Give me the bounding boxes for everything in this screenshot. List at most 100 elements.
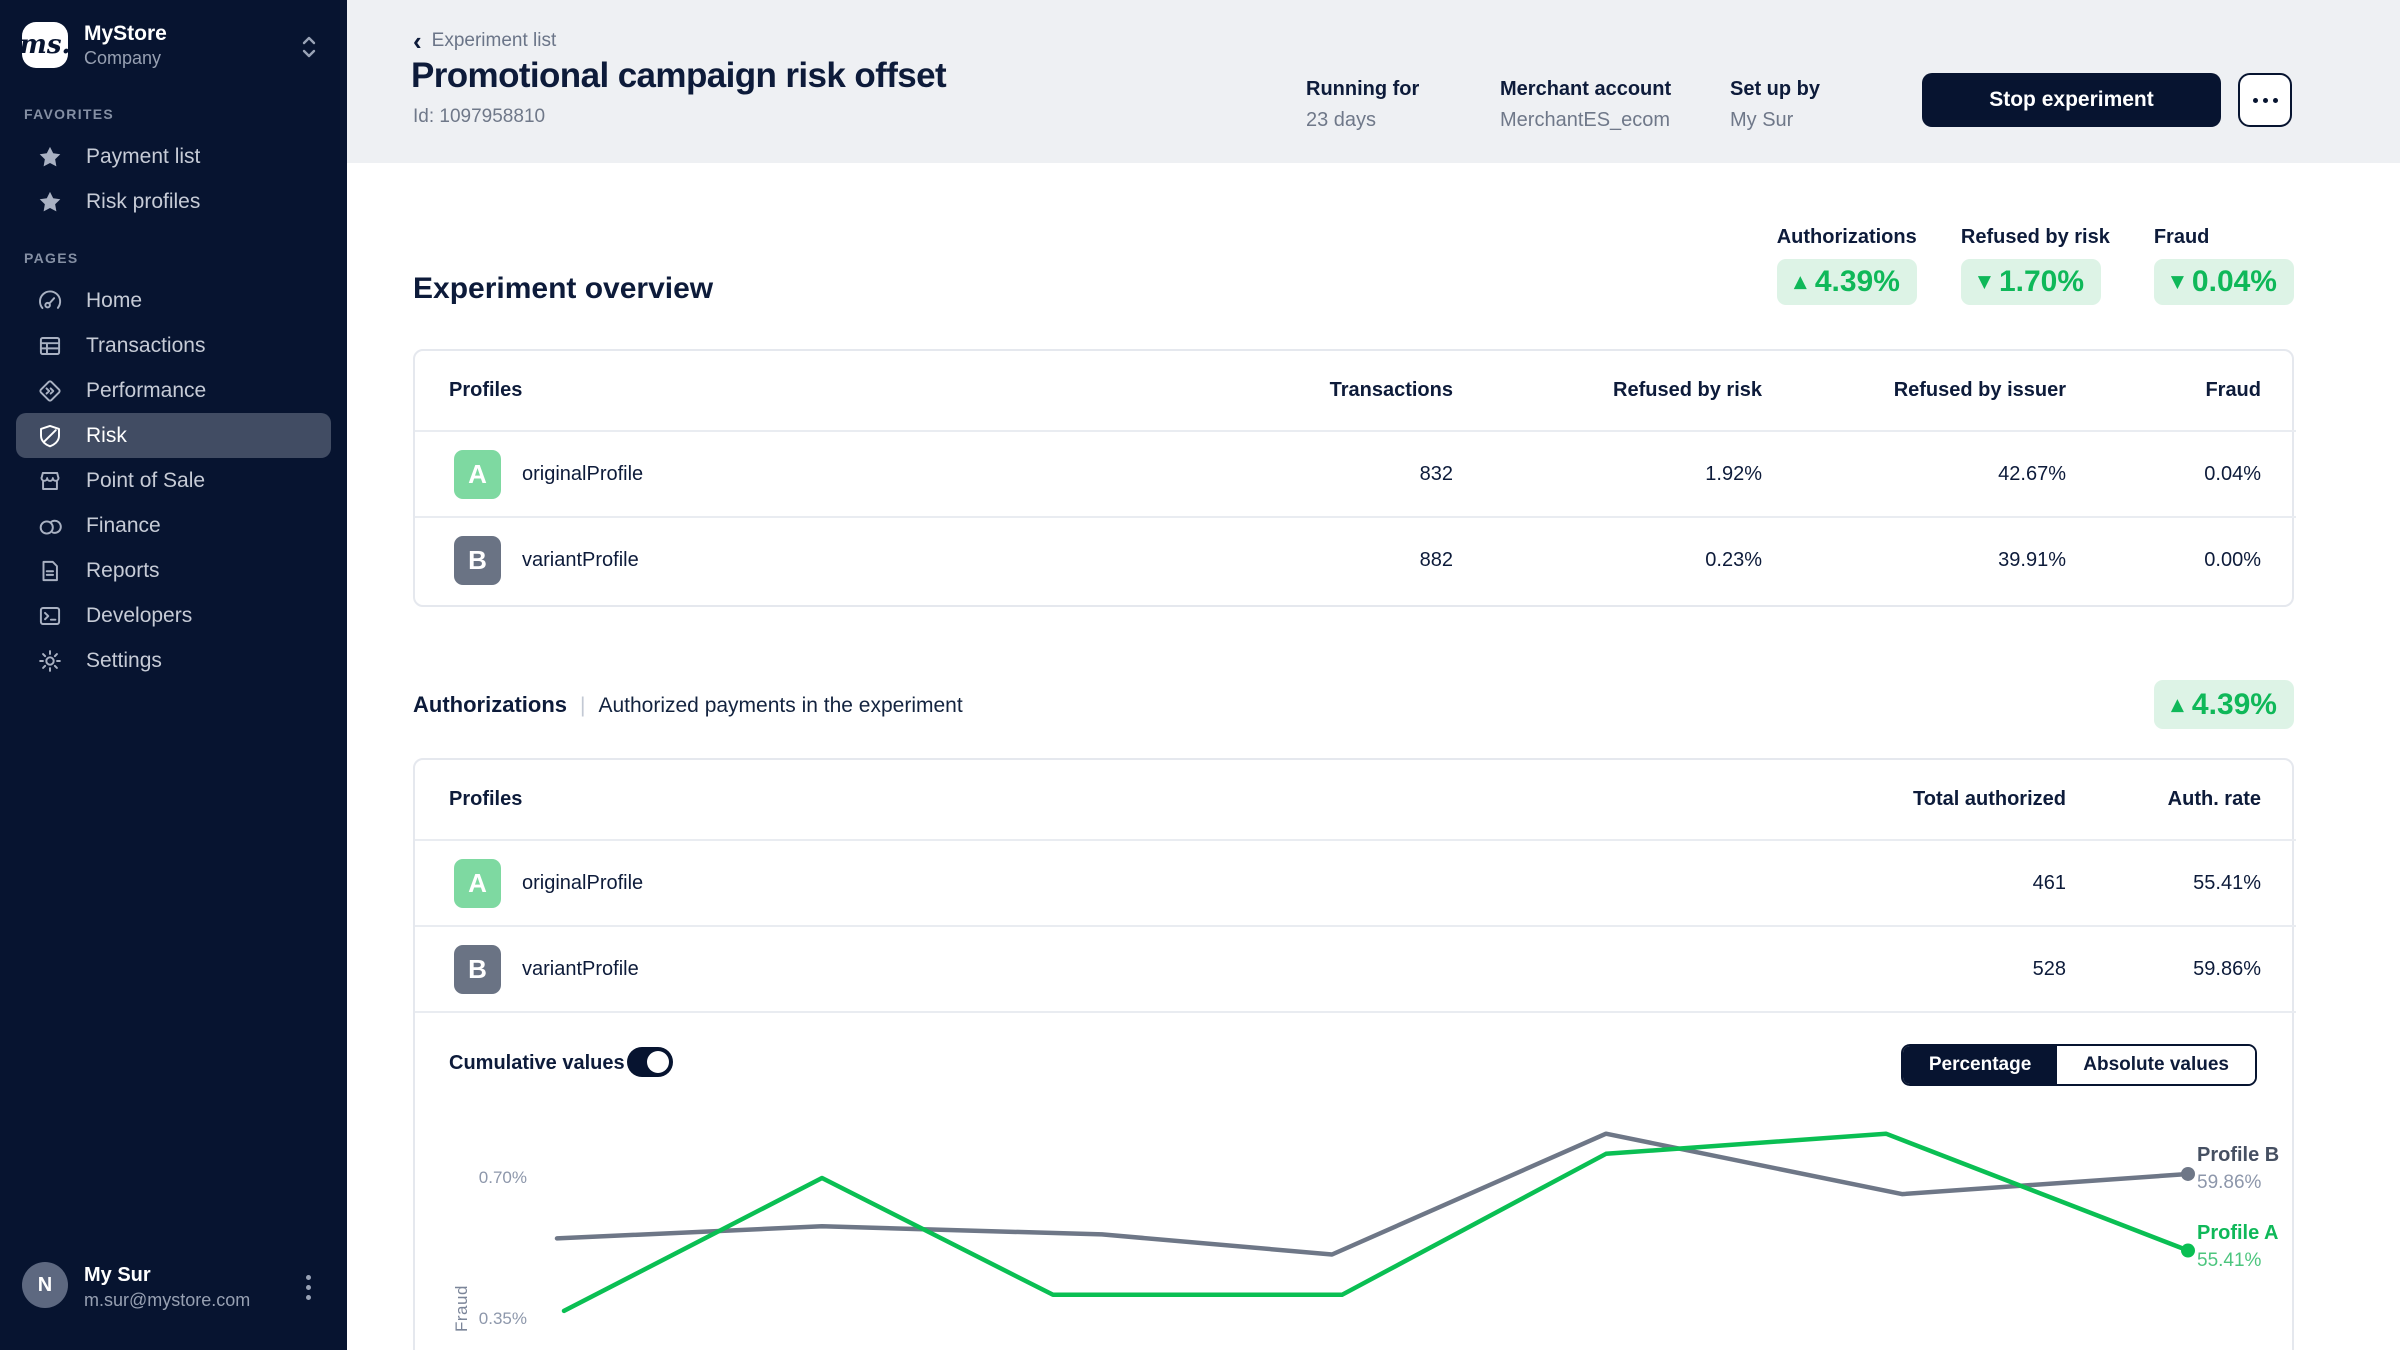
- settings-icon: [37, 648, 63, 674]
- sidebar-item-label: Reports: [86, 558, 160, 582]
- kpi-refused-by-risk: Refused by risk ▼ 1.70%: [1960, 226, 2110, 305]
- star-icon: [37, 189, 63, 215]
- kpi-value: 4.39%: [1814, 265, 1900, 298]
- triangle-down-icon: ▼: [2170, 272, 2184, 292]
- profile-b-line: [554, 1131, 2191, 1257]
- sidebar-item-risk[interactable]: Risk: [16, 413, 331, 458]
- toggle-knob: [647, 1051, 669, 1073]
- sidebar-item-label: Risk: [86, 423, 127, 447]
- column-header-profiles: Profiles: [449, 788, 523, 810]
- column-header-fraud: Fraud: [2205, 379, 2261, 401]
- stop-experiment-button[interactable]: Stop experiment: [1922, 73, 2221, 127]
- breadcrumb-back-link[interactable]: ‹ Experiment list: [413, 28, 557, 54]
- kpi-badge: ▼ 0.04%: [2153, 259, 2294, 305]
- meta-label: Running for: [1306, 78, 1420, 100]
- profile-badge-a: A: [454, 858, 501, 908]
- column-header-profiles: Profiles: [449, 379, 523, 401]
- kpi-label: Authorizations: [1776, 226, 1917, 248]
- meta-set-up-by: Set up by My Sur: [1730, 78, 1820, 132]
- sidebar-item-risk-profiles[interactable]: Risk profiles: [16, 179, 331, 224]
- segment-absolute-values[interactable]: Absolute values: [2057, 1046, 2255, 1084]
- breadcrumb-label: Experiment list: [431, 30, 557, 51]
- sidebar-item-label: Settings: [86, 648, 162, 672]
- sidebar-item-performance[interactable]: Performance: [16, 368, 331, 413]
- value-cell: 832: [1419, 462, 1453, 485]
- triangle-down-icon: ▼: [1977, 272, 1991, 292]
- sidebar-item-label: Point of Sale: [86, 468, 206, 492]
- y-axis-tick: 0.70%: [478, 1168, 527, 1187]
- sidebar-item-point-of-sale[interactable]: Point of Sale: [16, 458, 331, 503]
- sidebar-item-label: Finance: [86, 513, 161, 537]
- table-header-row: Profiles Total authorized Auth. rate: [415, 760, 2296, 840]
- chevron-up-down-icon[interactable]: [296, 32, 322, 62]
- auth-rate-line-chart: 0.70% 0.35% Fraud Profile B 59.86% Profile A 5…: [415, 1092, 2292, 1350]
- sidebar-item-label: Developers: [86, 603, 193, 627]
- sidebar-item-transactions[interactable]: Transactions: [16, 323, 331, 368]
- y-axis-tick: 0.35%: [478, 1309, 527, 1328]
- page-header: ‹ Experiment list Promotional campaign r…: [347, 0, 2400, 163]
- profile-a-value: 55.41%: [2197, 1250, 2262, 1271]
- authorizations-subtitle: Authorized payments in the experiment: [598, 694, 963, 717]
- kpi-badge: ▼ 1.70%: [1960, 259, 2102, 305]
- authorizations-title: Authorizations: [413, 692, 567, 717]
- sidebar-item-payment-list[interactable]: Payment list: [16, 134, 331, 179]
- profile-name: variantProfile: [522, 957, 639, 980]
- logo-text: ms.: [19, 30, 71, 60]
- main-area: ‹ Experiment list Promotional campaign r…: [347, 0, 2400, 1350]
- cumulative-values-toggle[interactable]: [627, 1047, 673, 1077]
- user-email: m.sur@mystore.com: [84, 1290, 251, 1310]
- column-header-refused-by-issuer: Refused by issuer: [1893, 379, 2066, 401]
- section-heading-overview: Experiment overview: [413, 272, 714, 305]
- sidebar-item-settings[interactable]: Settings: [16, 638, 331, 683]
- segment-percentage[interactable]: Percentage: [1902, 1046, 2058, 1084]
- risk-icon: [37, 423, 63, 449]
- profile-a-end-dot: [2181, 1243, 2195, 1258]
- triangle-up-icon: ▲: [2170, 694, 2184, 715]
- org-type: Company: [84, 48, 162, 68]
- profile-name: variantProfile: [522, 549, 639, 571]
- profile-a-line: [561, 1131, 2191, 1314]
- mystore-logo: ms.: [19, 22, 71, 68]
- sidebar-item-label: Payment list: [86, 144, 201, 168]
- sidebar-item-label: Transactions: [86, 333, 206, 357]
- org-switcher[interactable]: ms. MyStore Company: [0, 0, 347, 94]
- more-actions-button[interactable]: [2238, 73, 2292, 127]
- user-profile[interactable]: N My Sur m.sur@mystore.com: [0, 1240, 347, 1350]
- sidebar-item-reports[interactable]: Reports: [16, 548, 331, 593]
- kpi-row: Authorizations ▲ 4.39% Refused by risk ▼ 1.70…: [1776, 226, 2294, 305]
- pos-icon: [37, 468, 63, 494]
- performance-icon: [37, 378, 63, 404]
- profile-name: originalProfile: [522, 871, 644, 894]
- kpi-authorizations: Authorizations ▲ 4.39%: [1776, 226, 1917, 305]
- kpi-value: 1.70%: [1998, 265, 2085, 298]
- y-axis-label: Fraud: [452, 1285, 471, 1332]
- kpi-fraud: Fraud ▼ 0.04%: [2153, 226, 2294, 305]
- meta-value: 23 days: [1306, 109, 1377, 131]
- kpi-badge: ▲ 4.39%: [1776, 259, 1917, 305]
- nav-section-label-pages: PAGES: [24, 250, 79, 266]
- sidebar-item-label: Performance: [86, 378, 207, 402]
- meta-label: Set up by: [1730, 78, 1821, 100]
- value-cell: 0.00%: [2204, 549, 2261, 571]
- meta-merchant-account: Merchant account MerchantES_ecom: [1500, 78, 1671, 132]
- meta-running-for: Running for 23 days: [1306, 78, 1419, 132]
- profile-b-label: Profile B: [2197, 1144, 2280, 1166]
- value-cell: 0.04%: [2204, 462, 2261, 485]
- sidebar: ms. MyStore Company FAVORITES Payment lis…: [0, 0, 347, 1350]
- meta-value: My Sur: [1730, 109, 1794, 131]
- value-cell: 39.91%: [1998, 549, 2066, 571]
- sidebar-item-finance[interactable]: Finance: [16, 503, 331, 548]
- profile-b-end-dot: [2181, 1166, 2195, 1181]
- sidebar-item-developers[interactable]: Developers: [16, 593, 331, 638]
- sidebar-item-home[interactable]: Home: [16, 278, 331, 323]
- kebab-vertical-icon[interactable]: [306, 1270, 311, 1305]
- org-name: MyStore: [84, 22, 167, 45]
- page-title: Promotional campaign risk offset: [411, 56, 947, 95]
